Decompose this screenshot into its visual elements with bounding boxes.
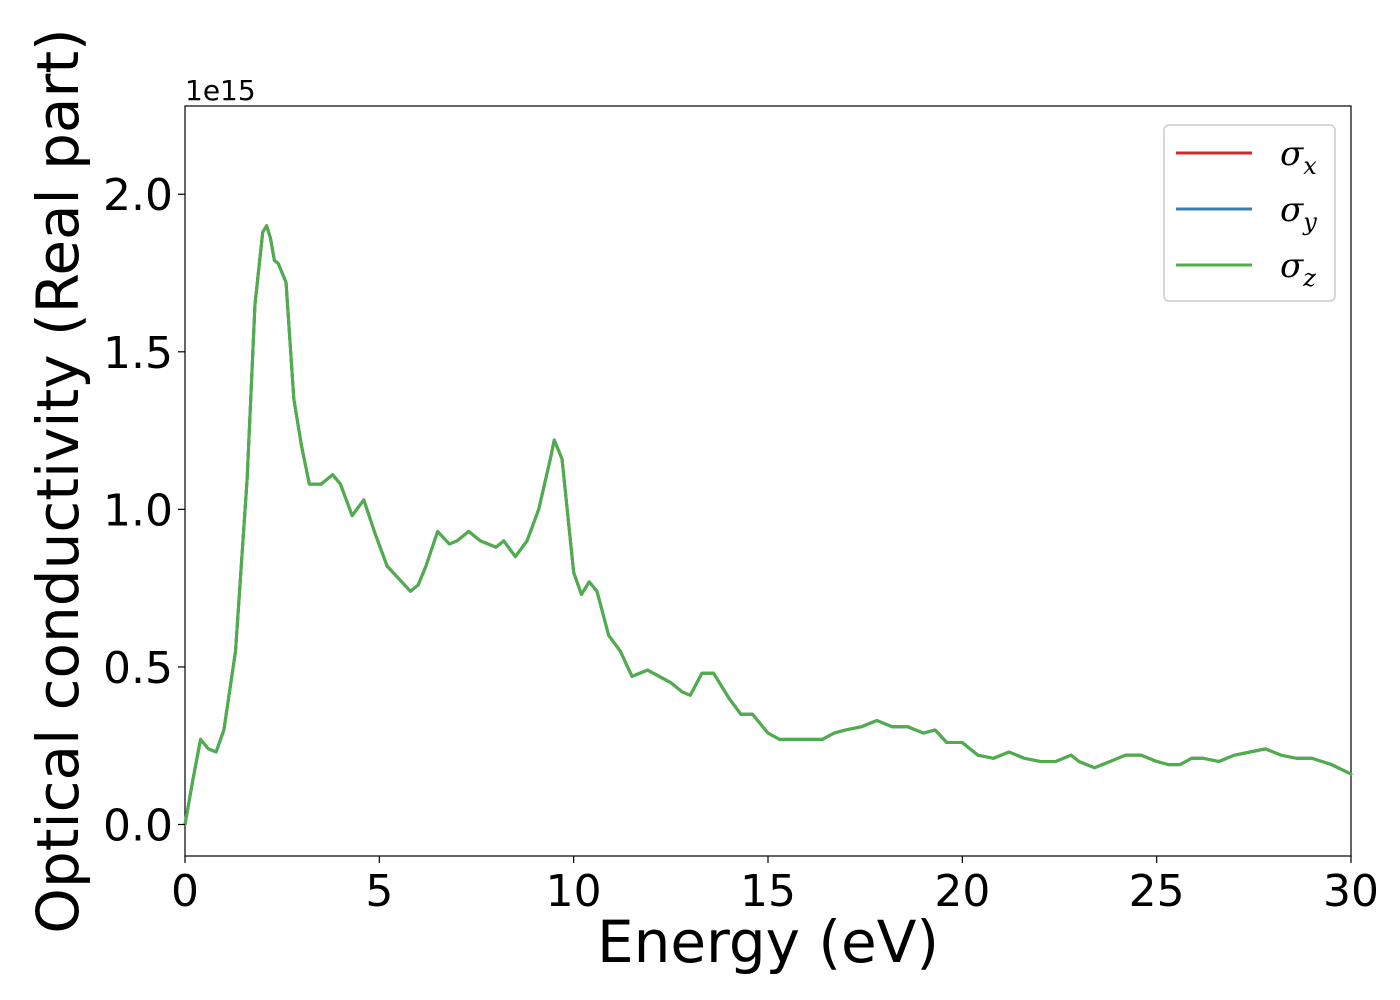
x-tick-label: 10 bbox=[546, 866, 602, 917]
y-tick-label: 0.5 bbox=[103, 643, 173, 694]
series-layer bbox=[183, 224, 1353, 826]
y-tick-label: 2.0 bbox=[103, 170, 173, 221]
x-axis-ticks: 0 5 10 15 20 25 30 bbox=[171, 856, 1379, 917]
y-tick-label: 0.0 bbox=[103, 800, 173, 851]
legend-label-z: σz bbox=[1280, 246, 1316, 292]
plot-area bbox=[183, 105, 1353, 857]
x-tick-label: 20 bbox=[934, 866, 990, 917]
y-tick-label: 1.0 bbox=[103, 485, 173, 536]
legend-label-x: σx bbox=[1280, 134, 1317, 180]
x-tick-label: 5 bbox=[365, 866, 393, 917]
x-tick-label: 25 bbox=[1129, 866, 1185, 917]
series-line-z bbox=[183, 224, 1353, 826]
legend: σx σy σz bbox=[1163, 124, 1336, 302]
legend-box bbox=[1163, 124, 1336, 302]
x-tick-label: 0 bbox=[171, 866, 199, 917]
y-axis-ticks: 0.0 0.5 1.0 1.5 2.0 bbox=[103, 170, 185, 851]
x-tick-label: 15 bbox=[740, 866, 796, 917]
x-tick-label: 30 bbox=[1323, 866, 1379, 917]
legend-label-y: σy bbox=[1280, 190, 1317, 236]
y-axis-label: Optical conductivity (Real part) bbox=[24, 28, 92, 933]
y-offset-label: 1e15 bbox=[185, 74, 256, 107]
x-axis-label: Energy (eV) bbox=[597, 908, 939, 976]
y-tick-label: 1.5 bbox=[103, 328, 173, 379]
